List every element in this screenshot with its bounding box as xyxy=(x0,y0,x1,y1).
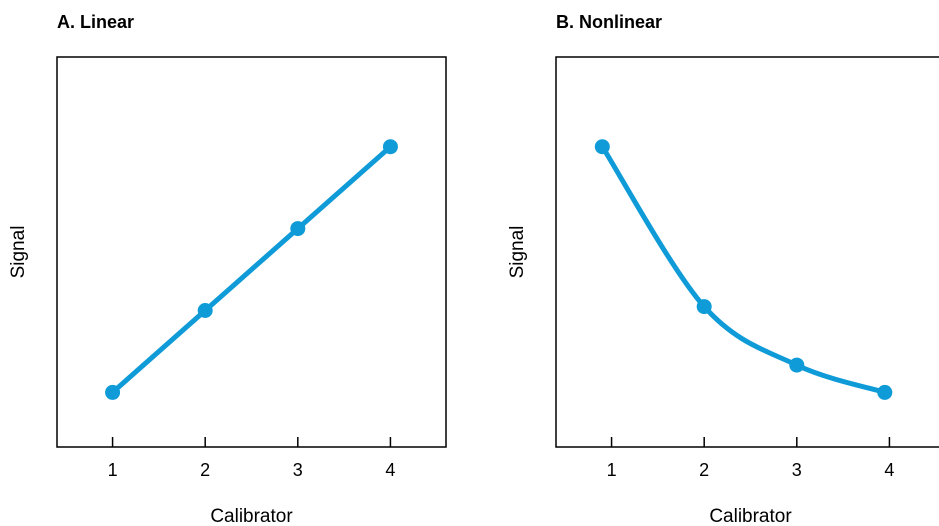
chart-b-plot-frame xyxy=(555,56,939,448)
chart-b-data-point xyxy=(696,299,712,315)
chart-a-data-point xyxy=(290,221,306,237)
chart-b-data-point xyxy=(877,384,893,400)
chart-a-y-axis-label: Signal xyxy=(8,226,29,279)
chart-a-x-tick-label: 4 xyxy=(385,460,395,480)
chart-b-data-point xyxy=(789,357,805,373)
chart-a-title: A. Linear xyxy=(57,12,135,32)
chart-b-y-axis-label: Signal xyxy=(507,226,528,279)
chart-b-title: B. Nonlinear xyxy=(556,12,663,32)
chart-a-data-point xyxy=(197,303,213,318)
chart-b-data-point xyxy=(594,139,610,155)
chart-a-x-axis-label: Calibrator xyxy=(210,506,293,526)
chart-b-x-tick-label: 4 xyxy=(884,460,894,480)
chart-a-plot-frame xyxy=(56,56,447,448)
chart-b-x-tick-label: 2 xyxy=(699,460,709,480)
chart-b-x-tick-label: 3 xyxy=(792,460,802,480)
chart-a-x-tick-label: 3 xyxy=(293,460,303,480)
chart-b-x-tick-label: 1 xyxy=(607,460,617,480)
chart-b-x-axis-label: Calibrator xyxy=(709,506,792,526)
chart-a-series-line xyxy=(110,144,393,395)
chart-a-x-tick-label: 1 xyxy=(108,460,118,480)
chart-b-series-line xyxy=(599,144,888,395)
chart-a-data-point xyxy=(382,139,398,155)
chart-a-data-point xyxy=(105,384,121,400)
chart-a-x-tick-label: 2 xyxy=(200,460,210,480)
